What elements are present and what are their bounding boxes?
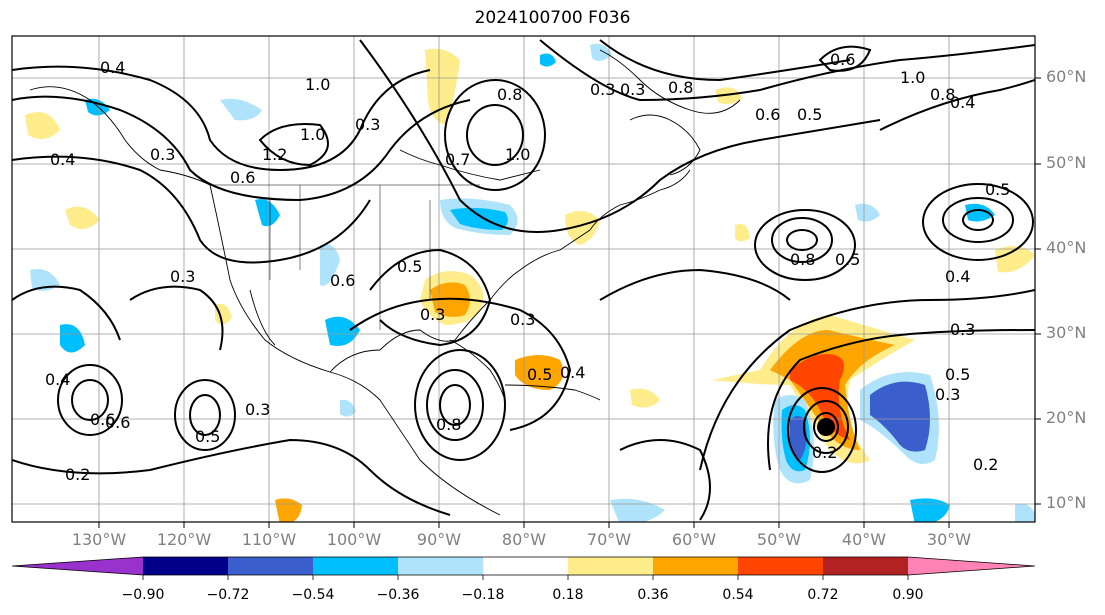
axis-ticks	[98, 77, 1041, 528]
lon-label: 120°W	[156, 530, 212, 549]
contour-label: 0.4	[100, 58, 125, 77]
contour-label: 0.3	[620, 80, 645, 99]
contour-label-group: 0.4 0.3 1.0 0.2 0.8 0.6 0.3 0.8 0.6 0.5 …	[45, 50, 1010, 484]
lon-label: 130°W	[71, 530, 127, 549]
contour-label: 0.5	[945, 365, 970, 384]
colorbar-segment	[908, 557, 1035, 575]
colorbar-tick-label: −0.36	[376, 587, 420, 603]
contour-label: 0.2	[973, 455, 998, 474]
lon-label: 100°W	[326, 530, 382, 549]
contour-label: 0.3	[150, 145, 175, 164]
contour-label: 0.6	[105, 413, 130, 432]
colorbar-segment	[483, 557, 568, 575]
colorbar-tick-label: −0.18	[461, 587, 505, 603]
contour-label: 0.4	[950, 93, 975, 112]
colorbar-tick-label: −0.54	[291, 587, 335, 603]
colorbar-segment	[653, 557, 738, 575]
colorbar-segment	[313, 557, 398, 575]
lon-label: 90°W	[416, 530, 462, 549]
contour-label: 0.5	[397, 257, 422, 276]
colorbar-tick-label: 0.90	[892, 587, 924, 603]
contour-label: 0.7	[445, 150, 470, 169]
contour-label: 1.0	[300, 125, 325, 144]
colorbar-tick-label: 0.18	[552, 587, 584, 603]
contour-label: 0.8	[930, 85, 955, 104]
lat-label: 30°N	[1046, 323, 1087, 342]
map-background	[12, 36, 1035, 522]
contour-label: 0.8	[668, 78, 693, 97]
contour-label: 0.6	[755, 105, 780, 124]
colorbar	[11, 556, 1036, 580]
plot-title: 2024100700 F036	[474, 8, 631, 28]
contour-label: 1.0	[305, 75, 330, 94]
colorbar-segment	[143, 557, 228, 575]
contour-label: 0.8	[497, 85, 522, 104]
lon-label: 60°W	[671, 530, 717, 549]
lat-label: 50°N	[1046, 153, 1087, 172]
colorbar-segment	[228, 557, 313, 575]
colorbar-segment	[823, 557, 908, 575]
lon-label: 70°W	[586, 530, 632, 549]
contour-label: 0.4	[45, 370, 70, 389]
contour-label: 0.4	[560, 363, 585, 382]
lon-label: 50°W	[756, 530, 802, 549]
contour-label: 0.5	[797, 105, 822, 124]
lon-label: 110°W	[241, 530, 297, 549]
contour-label: 0.3	[245, 400, 270, 419]
contour-label: 0.3	[590, 80, 615, 99]
contour-label: 0.3	[950, 320, 975, 339]
coastlines	[29, 49, 741, 516]
contour-label: 0.3	[510, 310, 535, 329]
contour-label: 0.4	[50, 150, 75, 169]
contour-label: 0.3	[935, 385, 960, 404]
contour-label: 0.5	[835, 250, 860, 269]
colorbar-tick-label: 0.72	[807, 587, 839, 603]
lon-label: 40°W	[841, 530, 887, 549]
contour-label: 0.6	[830, 50, 855, 69]
contour-label: 0.3	[355, 115, 380, 134]
colorbar-tick-label: 0.36	[637, 587, 669, 603]
contour-label: 0.6	[230, 168, 255, 187]
contour-lines	[12, 39, 1035, 521]
contour-label: 0.6	[330, 271, 355, 290]
contour-label: 0.8	[436, 415, 461, 434]
contour-label: 0.6	[90, 410, 115, 429]
colorbar-segment	[398, 557, 483, 575]
contour-label: 1.0	[900, 68, 925, 87]
contour-label: 0.3	[420, 305, 445, 324]
lat-lon-grid	[12, 36, 1035, 522]
contour-label: 0.2	[65, 465, 90, 484]
contour-label: 0.5	[985, 180, 1010, 199]
contour-label: 0.8	[790, 250, 815, 269]
lat-label: 10°N	[1046, 493, 1087, 512]
hurricane-center-marker	[817, 418, 835, 436]
contour-label: 0.5	[527, 365, 552, 384]
contour-label: 1.2	[262, 145, 287, 164]
colorbar-tick-label: −0.90	[121, 587, 165, 603]
contour-label: 1.0	[505, 145, 530, 164]
colorbar-tick-label: 0.54	[722, 587, 754, 603]
colorbar-tick-label: −0.72	[206, 587, 250, 603]
lat-label: 40°N	[1046, 238, 1087, 257]
colorbar-segment	[12, 557, 143, 575]
colorbar-segment	[738, 557, 823, 575]
lon-label: 80°W	[501, 530, 547, 549]
lat-label: 60°N	[1046, 67, 1087, 86]
contour-label: 0.5	[195, 427, 220, 446]
contour-label: 0.3	[170, 267, 195, 286]
lat-label: 20°N	[1046, 408, 1087, 427]
contour-label: 0.2	[812, 443, 837, 462]
lon-label: 30°W	[926, 530, 972, 549]
contour-label: 0.4	[945, 267, 970, 286]
colorbar-segment	[568, 557, 653, 575]
